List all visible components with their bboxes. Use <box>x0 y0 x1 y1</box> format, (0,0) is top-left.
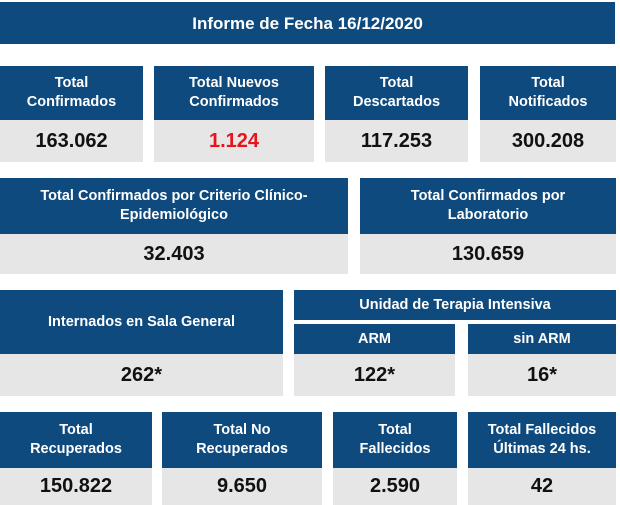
arm-label: ARM <box>357 330 392 347</box>
total-recuperados-label-2: Recuperados <box>30 441 122 457</box>
total-confirmados-header: Total Confirmados <box>0 66 143 120</box>
total-notificados-header: Total Notificados <box>480 66 616 120</box>
sin-arm-header: sin ARM <box>468 324 616 354</box>
fallecidos-24hs-label-1: Total Fallecidos <box>487 422 597 438</box>
total-notificados-value: 300.208 <box>480 120 616 162</box>
uti-header: Unidad de Terapia Intensiva <box>294 290 616 320</box>
confirmados-criterio-clinico-label-1: Total Confirmados por Criterio Clínico- <box>40 188 308 204</box>
total-fallecidos-label-2: Fallecidos <box>359 441 431 457</box>
total-notificados-label-2: Notificados <box>508 94 588 110</box>
confirmados-laboratorio-header: Total Confirmados por Laboratorio <box>360 178 616 234</box>
confirmados-criterio-clinico-header: Total Confirmados por Criterio Clínico- E… <box>0 178 348 234</box>
total-confirmados-label-2: Confirmados <box>26 94 117 110</box>
confirmados-laboratorio-label-1: Total Confirmados por <box>410 188 566 204</box>
sin-arm-value: 16* <box>468 354 616 396</box>
total-nuevos-confirmados-label-1: Total Nuevos <box>189 75 279 91</box>
total-no-recuperados-label-2: Recuperados <box>196 441 288 457</box>
fallecidos-24hs-header: Total Fallecidos Últimas 24 hs. <box>468 412 616 468</box>
fallecidos-24hs-value: 42 <box>468 468 616 505</box>
total-confirmados-value: 163.062 <box>0 120 143 162</box>
fallecidos-24hs-label-2: Últimas 24 hs. <box>493 441 591 457</box>
internados-sala-general-label: Internados en Sala General <box>48 313 235 330</box>
total-recuperados-label-1: Total <box>59 422 93 438</box>
total-descartados-header: Total Descartados <box>325 66 468 120</box>
total-recuperados-value: 150.822 <box>0 468 152 505</box>
total-fallecidos-label-1: Total <box>378 422 412 438</box>
uti-label: Unidad de Terapia Intensiva <box>359 296 551 313</box>
total-descartados-value: 117.253 <box>325 120 468 162</box>
total-fallecidos-header: Total Fallecidos <box>333 412 457 468</box>
report-title: Informe de Fecha 16/12/2020 <box>0 2 615 44</box>
total-no-recuperados-label-1: Total No <box>213 422 271 438</box>
total-nuevos-confirmados-label-2: Confirmados <box>189 94 279 110</box>
total-recuperados-header: Total Recuperados <box>0 412 152 468</box>
total-descartados-label-1: Total <box>379 75 414 91</box>
confirmados-laboratorio-value: 130.659 <box>360 234 616 274</box>
total-notificados-label-1: Total <box>531 75 565 91</box>
arm-header: ARM <box>294 324 455 354</box>
internados-sala-general-header: Internados en Sala General <box>0 290 283 354</box>
confirmados-criterio-clinico-label-2: Epidemiológico <box>120 207 228 223</box>
total-no-recuperados-header: Total No Recuperados <box>162 412 322 468</box>
total-fallecidos-value: 2.590 <box>333 468 457 505</box>
confirmados-criterio-clinico-value: 32.403 <box>0 234 348 274</box>
total-nuevos-confirmados-value: 1.124 <box>154 120 314 162</box>
arm-value: 122* <box>294 354 455 396</box>
total-confirmados-label-1: Total <box>54 75 89 91</box>
total-no-recuperados-value: 9.650 <box>162 468 322 505</box>
sin-arm-label: sin ARM <box>513 330 571 347</box>
report-title-text: Informe de Fecha 16/12/2020 <box>192 13 423 33</box>
total-descartados-label-2: Descartados <box>352 94 441 110</box>
total-nuevos-confirmados-header: Total Nuevos Confirmados <box>154 66 314 120</box>
confirmados-laboratorio-label-2: Laboratorio <box>447 207 529 223</box>
internados-sala-general-value: 262* <box>0 354 283 396</box>
